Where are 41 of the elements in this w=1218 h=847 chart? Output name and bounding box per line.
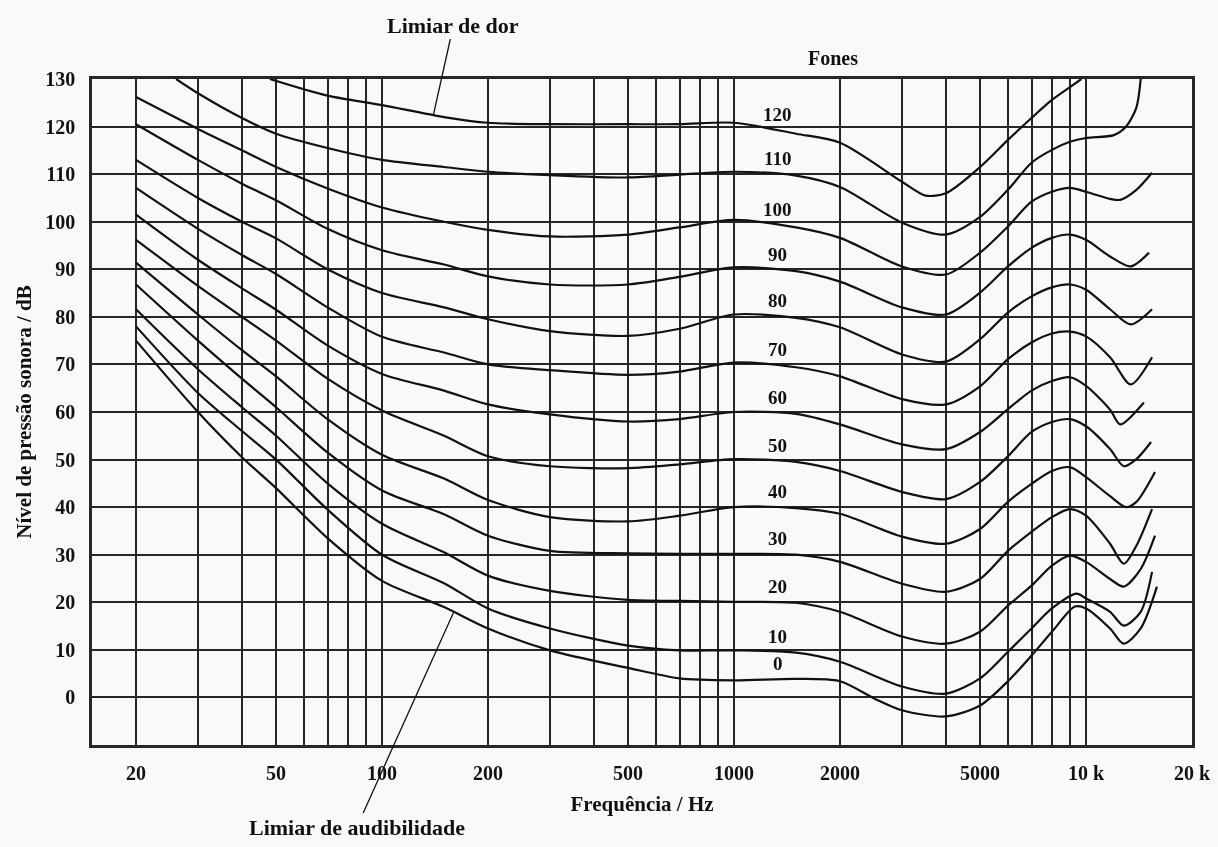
- series-label: 90: [768, 244, 787, 265]
- x-tick-label: 1000: [714, 761, 755, 784]
- series-label: 10: [768, 626, 787, 647]
- y-tick-label: 40: [55, 496, 76, 519]
- y-tick-label: 120: [45, 115, 76, 138]
- x-tick-label: 5000: [960, 761, 1001, 784]
- y-tick-label: 60: [55, 401, 76, 423]
- annotation: Limiar de audibilidade: [249, 815, 466, 840]
- series-label: 70: [768, 339, 787, 360]
- x-tick-label: 20: [125, 761, 146, 784]
- series-label: 100: [763, 199, 792, 220]
- y-tick-label: 80: [55, 305, 76, 328]
- y-tick-label: 70: [55, 353, 76, 376]
- y-tick-label: 110: [46, 163, 76, 186]
- x-axis-title: Frequência / Hz: [570, 791, 714, 816]
- y-tick-label: 130: [45, 68, 76, 90]
- y-tick-label: 30: [55, 543, 76, 566]
- series-label: 110: [764, 148, 792, 169]
- x-tick-label: 2000: [819, 761, 860, 784]
- x-tick-label: 20 k: [1173, 761, 1211, 784]
- legend-title: Fones: [808, 47, 859, 69]
- series-label: 60: [768, 387, 787, 408]
- x-tick-label: 50: [266, 761, 287, 784]
- y-axis-title: Nível de pressão sonora / dB: [12, 285, 37, 539]
- y-tick-label: 50: [55, 448, 76, 471]
- series-label: 80: [768, 290, 787, 311]
- y-tick-label: 90: [55, 258, 76, 281]
- series-label: 30: [768, 528, 787, 549]
- series-label: 120: [763, 104, 792, 125]
- y-tick-label: 0: [65, 686, 76, 709]
- x-tick-label: 10 k: [1067, 761, 1105, 784]
- series-label: 50: [768, 435, 787, 456]
- y-tick-label: 20: [55, 591, 76, 614]
- x-tick-label: 200: [472, 761, 503, 784]
- series-label: 40: [768, 481, 787, 502]
- series-label: 20: [768, 576, 787, 597]
- y-tick-label: 10: [55, 638, 76, 661]
- annotation: Limiar de dor: [387, 13, 519, 38]
- y-tick-label: 100: [45, 210, 76, 233]
- series-label: 0: [773, 653, 783, 674]
- x-tick-label: 500: [613, 761, 644, 784]
